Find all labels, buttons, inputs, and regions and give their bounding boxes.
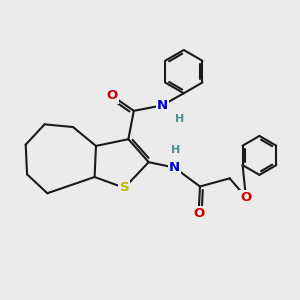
Text: S: S <box>119 181 129 194</box>
Text: O: O <box>106 89 118 103</box>
Text: H: H <box>171 145 180 155</box>
Text: N: N <box>169 161 180 174</box>
Text: O: O <box>240 191 251 204</box>
Text: H: H <box>175 114 184 124</box>
Text: O: O <box>193 207 204 220</box>
Text: N: N <box>157 99 168 112</box>
